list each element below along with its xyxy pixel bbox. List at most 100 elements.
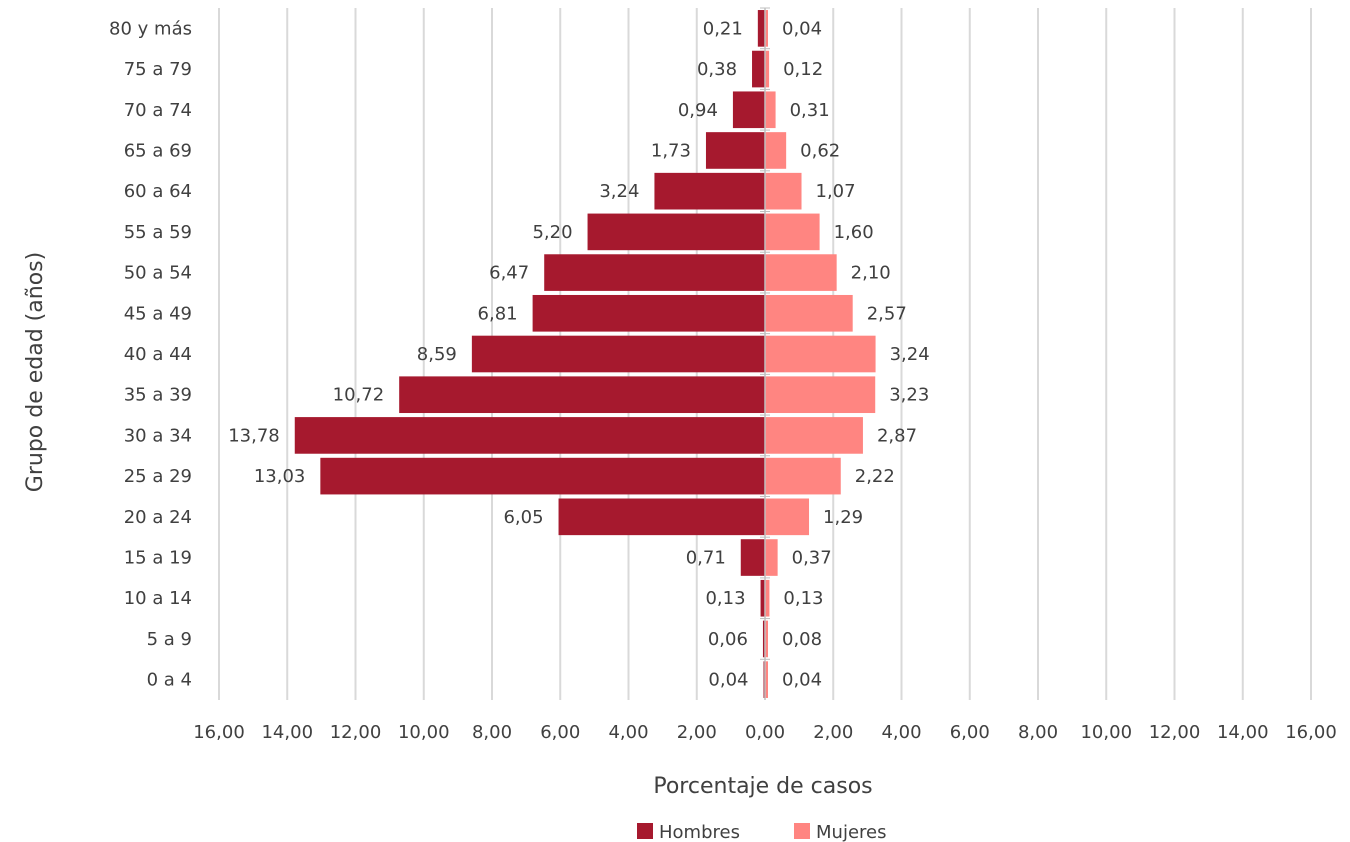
x-tick-label: 16,00 <box>1285 722 1337 743</box>
x-tick-label: 12,00 <box>330 722 382 743</box>
data-label-mujeres: 0,04 <box>782 670 822 691</box>
legend: Hombres Mujeres <box>637 822 886 842</box>
category-label: 25 a 29 <box>124 466 192 487</box>
bar-hombres <box>399 376 765 414</box>
data-label-mujeres: 0,13 <box>783 588 823 609</box>
category-label: 30 a 34 <box>124 425 192 446</box>
category-label: 40 a 44 <box>124 344 192 365</box>
data-label-mujeres: 1,29 <box>823 507 863 528</box>
bar-mujeres <box>765 457 841 495</box>
category-label: 5 a 9 <box>147 629 192 650</box>
bar-hombres <box>558 498 765 536</box>
data-label-hombres: 3,24 <box>599 181 639 202</box>
data-label-hombres: 5,20 <box>532 222 572 243</box>
legend-label-mujeres: Mujeres <box>816 822 886 842</box>
category-label: 50 a 54 <box>124 263 192 284</box>
data-label-hombres: 0,04 <box>708 670 748 691</box>
x-tick-label: 14,00 <box>261 722 313 743</box>
bar-hombres <box>757 10 765 47</box>
bar-hombres <box>752 50 765 88</box>
x-tick-label: 16,00 <box>193 722 245 743</box>
data-label-hombres: 13,78 <box>228 425 280 446</box>
bar-mujeres <box>765 579 770 617</box>
category-label: 55 a 59 <box>124 222 192 243</box>
category-label: 0 a 4 <box>147 670 192 691</box>
data-label-mujeres: 1,07 <box>816 181 856 202</box>
x-tick-label: 0,00 <box>745 722 785 743</box>
legend-label-hombres: Hombres <box>659 822 740 842</box>
data-label-hombres: 6,05 <box>503 507 543 528</box>
data-label-mujeres: 0,31 <box>790 100 830 121</box>
bar-hombres <box>762 620 765 658</box>
data-label-hombres: 0,71 <box>686 548 726 569</box>
data-label-mujeres: 0,12 <box>783 59 823 80</box>
bar-mujeres <box>765 10 768 47</box>
legend-swatch-hombres <box>637 823 653 839</box>
data-label-mujeres: 2,57 <box>867 303 907 324</box>
category-label: 15 a 19 <box>124 548 192 569</box>
data-label-mujeres: 0,08 <box>782 629 822 650</box>
bar-mujeres <box>765 254 837 291</box>
bar-mujeres <box>765 539 778 576</box>
category-label: 65 a 69 <box>124 140 192 161</box>
data-label-hombres: 0,13 <box>705 588 745 609</box>
bar-hombres <box>294 417 765 454</box>
bar-hombres <box>760 579 765 617</box>
category-label: 45 a 49 <box>124 303 192 324</box>
data-label-hombres: 10,72 <box>333 385 385 406</box>
x-tick-label: 12,00 <box>1149 722 1201 743</box>
data-label-hombres: 1,73 <box>651 140 691 161</box>
axes: 16,00 14,00 12,00 10,00 8,00 6,00 4,00 2,00 0,00… <box>109 7 1337 743</box>
data-label-hombres: 0,38 <box>697 59 737 80</box>
bar-hombres <box>532 294 765 332</box>
bar-mujeres <box>765 50 770 88</box>
data-label-hombres: 6,81 <box>478 303 518 324</box>
data-label-mujeres: 0,04 <box>782 18 822 39</box>
data-label-mujeres: 0,62 <box>800 140 840 161</box>
data-label-hombres: 13,03 <box>254 466 306 487</box>
data-label-mujeres: 1,60 <box>834 222 874 243</box>
bar-mujeres <box>765 661 768 698</box>
bar-mujeres <box>765 132 787 169</box>
bar-mujeres <box>765 620 768 658</box>
category-label: 60 a 64 <box>124 181 192 202</box>
data-label-mujeres: 0,37 <box>792 548 832 569</box>
x-axis-title: Porcentaje de casos <box>653 774 872 799</box>
x-tick-label: 6,00 <box>540 722 580 743</box>
bar-mujeres <box>765 172 802 210</box>
x-tick-label: 8,00 <box>472 722 512 743</box>
data-label-mujeres: 3,23 <box>889 385 929 406</box>
x-tick-label: 6,00 <box>950 722 990 743</box>
category-label: 70 a 74 <box>124 100 192 121</box>
bar-mujeres <box>765 335 876 373</box>
data-label-mujeres: 2,87 <box>877 425 917 446</box>
data-label-hombres: 6,47 <box>489 263 529 284</box>
bar-mujeres <box>765 213 820 251</box>
bar-hombres <box>732 91 765 129</box>
category-label: 20 a 24 <box>124 507 192 528</box>
category-label: 80 y más <box>109 18 192 39</box>
x-tick-label: 2,00 <box>813 722 853 743</box>
bar-hombres <box>320 457 765 495</box>
category-label: 10 a 14 <box>124 588 192 609</box>
x-tick-label: 4,00 <box>881 722 921 743</box>
bar-mujeres <box>765 417 863 454</box>
bar-mujeres <box>765 376 876 414</box>
x-tick-label: 14,00 <box>1217 722 1269 743</box>
bar-hombres <box>587 213 765 251</box>
x-tick-label: 8,00 <box>1018 722 1058 743</box>
bar-mujeres <box>765 91 776 129</box>
data-labels: 0,21 0,04 0,38 0,12 0,94 0,31 1,73 0,62 3,24 1,07… <box>228 18 929 690</box>
data-label-hombres: 0,21 <box>703 18 743 39</box>
bar-hombres <box>705 132 765 169</box>
bar-hombres <box>544 254 765 291</box>
x-tick-label: 10,00 <box>398 722 450 743</box>
bars <box>294 10 876 698</box>
data-label-hombres: 0,94 <box>678 100 718 121</box>
x-tick-label: 4,00 <box>608 722 648 743</box>
data-label-hombres: 0,06 <box>708 629 748 650</box>
data-label-mujeres: 2,22 <box>855 466 895 487</box>
category-label: 75 a 79 <box>124 59 192 80</box>
y-axis-title: Grupo de edad (años) <box>23 252 48 492</box>
